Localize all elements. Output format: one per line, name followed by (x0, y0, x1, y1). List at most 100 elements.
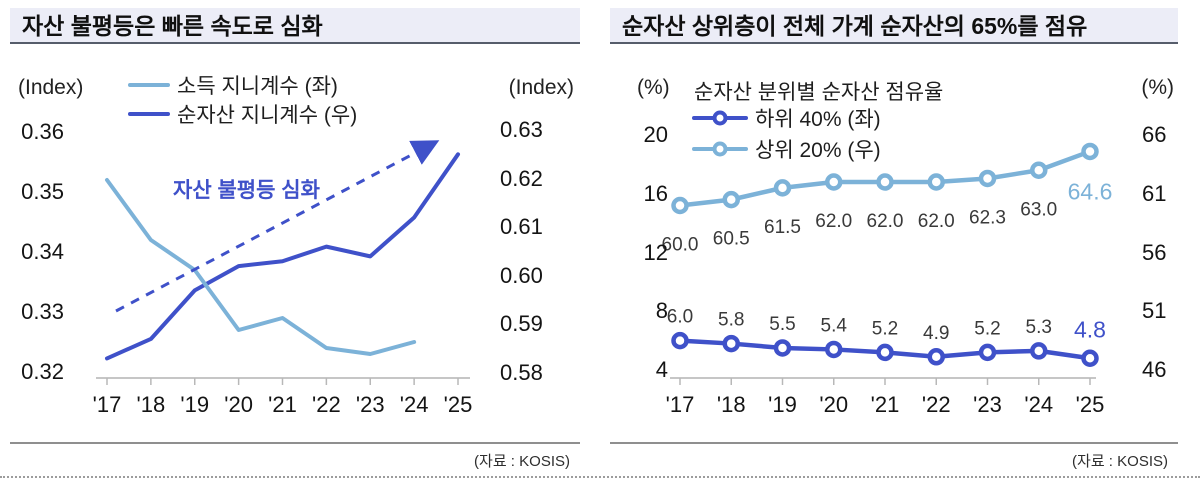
legend: 소득 지니계수 (좌) 순자산 지니계수 (우) (128, 70, 357, 128)
x-axis-label: '24 (399, 392, 429, 417)
y-axis-tick-left: 0.33 (21, 299, 64, 324)
x-axis-label: '17 (665, 392, 695, 417)
chart-title: 순자산 상위층이 전체 가계 순자산의 65%를 점유 (610, 8, 1178, 44)
y-axis-tick-right: 0.61 (500, 214, 543, 240)
panel-net-asset-share-chart: 순자산 상위층이 전체 가계 순자산의 65%를 점유 (%) 순자산 분위별 … (610, 0, 1178, 482)
y-axis-tick-right: 0.63 (500, 117, 543, 142)
x-axis-label: '25 (1075, 392, 1105, 417)
panel-asset-gini-chart: 자산 불평등은 빠른 속도로 심화 (Index) (Index) 소득 지니계… (10, 0, 580, 482)
data-label: 64.6 (1068, 178, 1113, 204)
legend-item: 상위 20% (우) (692, 133, 881, 164)
series-marker (773, 339, 792, 357)
y-axis-tick-left: 20 (643, 122, 668, 147)
left-axis-unit: (%) (637, 76, 670, 99)
series-line (105, 178, 417, 356)
x-axis-label: '19 (180, 392, 210, 417)
data-label: 61.5 (764, 217, 801, 238)
series-marker (978, 169, 997, 188)
y-axis-tick-left: 0.36 (21, 119, 64, 144)
chart-title: 자산 불평등은 빠른 속도로 심화 (10, 8, 580, 44)
x-axis-label: '20 (224, 392, 253, 417)
source-divider (10, 442, 580, 444)
data-label: 5.3 (1026, 317, 1052, 338)
data-label: 6.0 (667, 307, 693, 328)
series-marker (773, 179, 792, 197)
data-label: 60.0 (662, 235, 699, 256)
data-label: 62.0 (918, 211, 955, 232)
data-label: 5.4 (821, 315, 848, 336)
legend-swatch (692, 110, 748, 125)
source-label: (자료 : KOSIS) (1072, 453, 1168, 470)
data-label: 62.0 (867, 211, 904, 232)
y-axis-tick-right: 0.62 (500, 165, 543, 191)
x-axis-label: '24 (1024, 392, 1054, 417)
series-marker (876, 173, 894, 191)
legend-swatch (692, 141, 748, 156)
series-marker (825, 173, 843, 191)
trend-arrow (115, 140, 440, 313)
series-marker (1081, 142, 1099, 161)
data-label: 5.8 (718, 310, 744, 331)
x-axis-label: '22 (921, 392, 951, 417)
x-axis-label: '21 (268, 392, 297, 417)
bottom-dotted-divider (0, 476, 1200, 478)
y-axis-tick-right: 46 (1142, 357, 1167, 382)
series-marker (1030, 342, 1048, 360)
y-axis-tick-right: 66 (1142, 122, 1167, 147)
series-marker (722, 334, 740, 353)
y-axis-tick-left: 4 (655, 357, 668, 382)
series-marker (927, 173, 945, 191)
chart-subtitle: 순자산 분위별 순자산 점유율 (694, 81, 944, 104)
y-axis-tick-left: 0.32 (21, 359, 64, 384)
legend-item: 순자산 지니계수 (우) (128, 99, 357, 128)
series-marker (978, 343, 997, 362)
source-label: (자료 : KOSIS) (474, 453, 570, 470)
chart-canvas (96, 140, 470, 385)
series-marker (876, 343, 894, 362)
series-marker (1081, 349, 1099, 367)
series-marker (825, 340, 843, 359)
x-axis-label: '22 (312, 392, 341, 417)
legend-marker-dot (712, 110, 728, 125)
legend-label: 순자산 지니계수 (우) (177, 103, 358, 127)
series-line (105, 152, 460, 361)
data-label: 62.0 (815, 211, 852, 232)
y-axis-tick-right: 61 (1142, 180, 1167, 206)
y-axis-tick-right: 0.59 (500, 311, 543, 337)
legend-item: 하위 40% (좌) (692, 102, 881, 133)
data-label: 5.2 (872, 318, 898, 339)
series-marker (722, 190, 740, 209)
legend-label: 소득 지니계수 (좌) (177, 74, 338, 98)
chart-canvas: 60.0 60.5 61.5 62.0 62.0 62.0 62.3 63.0 64.6 6.0 5… (662, 142, 1113, 385)
data-label: 62.3 (969, 207, 1006, 228)
x-axis-label: '20 (819, 392, 849, 417)
x-axis-label: '19 (768, 392, 797, 417)
legend-swatch (128, 111, 170, 116)
y-axis-tick-left: 16 (643, 180, 668, 206)
legend: 하위 40% (좌) 상위 20% (우) (692, 102, 881, 164)
left-axis-unit: (Index) (18, 76, 84, 99)
legend-item: 소득 지니계수 (좌) (128, 70, 357, 99)
y-axis-tick-right: 56 (1142, 239, 1167, 265)
x-axis-label: '17 (92, 392, 122, 417)
legend-marker-dot (712, 141, 728, 156)
series-marker (671, 196, 689, 215)
x-axis-label: '18 (716, 392, 746, 417)
data-label: 60.5 (713, 229, 750, 250)
x-axis-label: '25 (443, 392, 473, 417)
series-marker (671, 331, 689, 350)
right-axis-unit: (Index) (508, 76, 574, 99)
x-axis-label: '23 (973, 392, 1002, 417)
y-axis-tick-left: 0.35 (21, 179, 64, 204)
x-axis-label: '23 (355, 392, 385, 417)
y-axis-tick-left: 0.34 (21, 239, 64, 264)
data-label: 5.2 (974, 318, 1000, 339)
trend-annotation: 자산 불평등 심화 (173, 179, 320, 202)
source-divider (610, 442, 1178, 444)
y-axis-tick-left: 8 (655, 298, 668, 324)
series-marker (927, 348, 945, 366)
legend-label: 상위 20% (우) (755, 138, 881, 162)
y-axis-tick-right: 51 (1142, 298, 1167, 324)
y-axis-tick-left: 12 (643, 239, 668, 265)
